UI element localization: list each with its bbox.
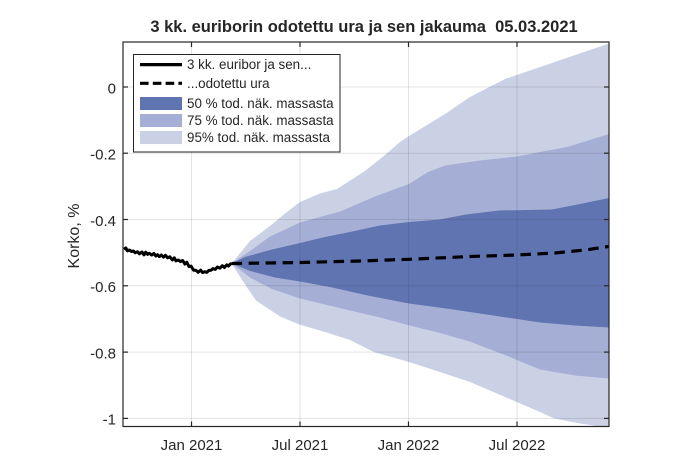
svg-text:...odotettu ura: ...odotettu ura xyxy=(187,76,270,91)
svg-text:Jul 2022: Jul 2022 xyxy=(489,437,546,454)
svg-text:50 % tod. näk. massasta: 50 % tod. näk. massasta xyxy=(187,96,334,111)
svg-text:Jan 2022: Jan 2022 xyxy=(378,437,440,454)
svg-text:-0.4: -0.4 xyxy=(90,213,116,230)
svg-text:-0.6: -0.6 xyxy=(90,279,116,296)
svg-text:-0.2: -0.2 xyxy=(90,147,116,164)
svg-text:Jan 2021: Jan 2021 xyxy=(161,437,223,454)
svg-text:Korko, %: Korko, % xyxy=(66,204,83,269)
svg-text:95% tod. näk. massasta: 95% tod. näk. massasta xyxy=(187,130,330,145)
svg-text:75 % tod. näk. massasta: 75 % tod. näk. massasta xyxy=(187,113,334,128)
svg-text:-1: -1 xyxy=(103,412,116,429)
svg-text:-0.8: -0.8 xyxy=(90,345,116,362)
svg-text:Jul 2021: Jul 2021 xyxy=(272,437,329,454)
svg-text:0: 0 xyxy=(108,80,116,97)
svg-text:3 kk. euriborin odotettu ura j: 3 kk. euriborin odotettu ura ja sen jaka… xyxy=(150,18,577,36)
svg-text:3 kk. euribor ja sen...: 3 kk. euribor ja sen... xyxy=(187,57,311,72)
